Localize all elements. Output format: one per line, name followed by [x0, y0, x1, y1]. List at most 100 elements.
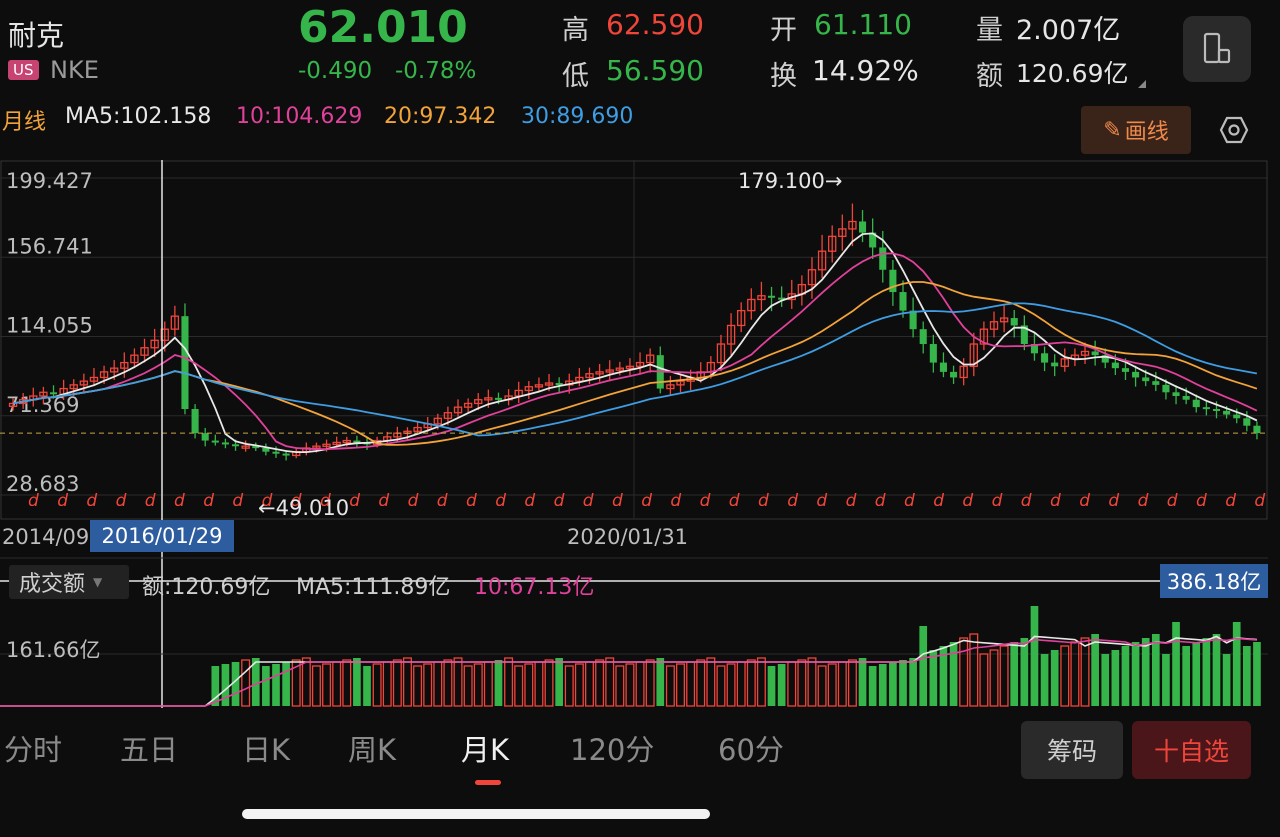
tab-intraday[interactable]: 分时 — [4, 733, 63, 767]
dropdown-caret-icon: ▼ — [93, 575, 103, 589]
volume-bar-up — [665, 665, 675, 707]
volume-bar-up — [756, 657, 766, 707]
period-tabs: 分时 五日 日K 周K 月K 120分 60分 — [0, 727, 800, 777]
volume-bar-down — [1141, 638, 1150, 706]
tab-monthly[interactable]: 月K — [461, 733, 510, 767]
volume-bar-up — [969, 633, 979, 707]
volume-bar-down — [1030, 606, 1039, 706]
ma30-line — [12, 302, 1258, 437]
stock-name: 耐克 — [8, 19, 65, 52]
candle-down — [262, 447, 270, 452]
candle-up — [969, 343, 978, 367]
dividend-marker: d — [378, 491, 389, 511]
candle-down — [1111, 362, 1119, 369]
candle-down — [1030, 344, 1038, 354]
volume-bar-up — [615, 665, 625, 707]
volume-ma5: MA5:111.89亿 — [296, 575, 451, 600]
ma20-line — [12, 281, 1258, 446]
period-label[interactable]: 月线 — [2, 110, 47, 135]
candle-up — [635, 361, 645, 367]
candle-up — [575, 376, 584, 382]
tab-weekly[interactable]: 周K — [348, 733, 397, 767]
candle-up — [615, 367, 625, 371]
tab-120min[interactable]: 120分 — [570, 733, 655, 767]
volume-bar-down — [1111, 650, 1120, 706]
expand-corner-icon[interactable] — [1138, 80, 1146, 88]
phone-rotate-icon — [1203, 32, 1231, 64]
candle-up — [8, 402, 18, 407]
dividend-marker: d — [933, 491, 944, 511]
x-tick-label: 2020/01/31 — [567, 525, 688, 549]
dividend-marker: d — [816, 491, 827, 511]
volume-bar-down — [939, 646, 948, 706]
dividend-marker: d — [437, 491, 448, 511]
active-tab-indicator — [475, 780, 501, 785]
candle-down — [555, 383, 563, 386]
volume-indicator-select[interactable]: 成交额 ▼ — [9, 565, 129, 599]
candle-down — [1212, 409, 1221, 412]
volume-bar-down — [1020, 638, 1029, 706]
candle-up — [312, 445, 321, 449]
candle-up — [585, 373, 594, 379]
ma30-label: 30:89.690 — [521, 104, 634, 129]
volume-bar-down — [555, 658, 563, 706]
candle-up — [150, 339, 159, 349]
x-tick-label: 2014/09 — [2, 525, 89, 549]
y-tick-label: 199.427 — [6, 169, 93, 193]
volume-label: 量 — [976, 15, 1003, 46]
candle-down — [272, 451, 280, 454]
volume-bar-up — [372, 663, 382, 707]
dividend-marker: d — [349, 491, 360, 511]
candle-down — [889, 269, 897, 293]
volume-bar-up — [807, 657, 817, 707]
dividend-marker: d — [1079, 491, 1090, 511]
volume-bar-up — [847, 659, 857, 707]
dividend-marker: d — [174, 491, 185, 511]
tab-5day[interactable]: 五日 — [120, 733, 179, 767]
candle-up — [605, 369, 614, 373]
tab-60min[interactable]: 60分 — [718, 733, 784, 767]
candle-up — [1060, 358, 1069, 367]
candle-down — [909, 310, 917, 330]
draw-line-button[interactable]: ✎ 画线 — [1081, 106, 1191, 154]
candle-up — [848, 220, 857, 230]
dividend-marker: d — [904, 491, 915, 511]
home-indicator[interactable] — [242, 809, 710, 819]
candle-up — [322, 443, 331, 447]
volume-bar-up — [1060, 645, 1070, 707]
volume-bar-down — [494, 660, 503, 706]
candle-up — [79, 380, 89, 386]
volume-bar-up — [564, 665, 574, 707]
dividend-marker: d — [86, 491, 97, 511]
volume-bar-down — [1232, 622, 1241, 706]
volume-bar-down — [1182, 646, 1190, 706]
candle-up — [838, 228, 847, 237]
volume-bar-up — [342, 659, 352, 707]
landscape-toggle-button[interactable] — [1183, 16, 1251, 82]
chips-button[interactable]: 筹码 — [1021, 721, 1123, 779]
dividend-marker: d — [145, 491, 156, 511]
candle-down — [49, 392, 58, 395]
volume-bar-up — [605, 657, 615, 707]
dividend-marker: d — [700, 491, 711, 511]
volume-bar-up — [241, 659, 251, 707]
candle-up — [332, 441, 341, 446]
candle-down — [252, 446, 260, 449]
candle-up — [89, 376, 99, 382]
candle-up — [39, 391, 48, 397]
amount-value: 120.69亿 — [1016, 59, 1129, 88]
volume-bar-up — [473, 663, 483, 707]
volume-bar-up — [736, 661, 746, 707]
min-price-annotation: ←49.010 — [258, 496, 349, 520]
turnover-value: 14.92% — [812, 54, 919, 87]
candle-down — [1152, 381, 1160, 385]
candle-down — [1020, 325, 1028, 345]
volume-bar-down — [899, 660, 907, 706]
candle-up — [726, 324, 736, 345]
tab-daily[interactable]: 日K — [242, 733, 291, 767]
chart-settings-button[interactable] — [1214, 110, 1254, 150]
volume-bar-up — [645, 659, 655, 707]
volume-bar-up — [463, 665, 473, 707]
add-watchlist-button[interactable]: 十自选 — [1132, 721, 1251, 779]
